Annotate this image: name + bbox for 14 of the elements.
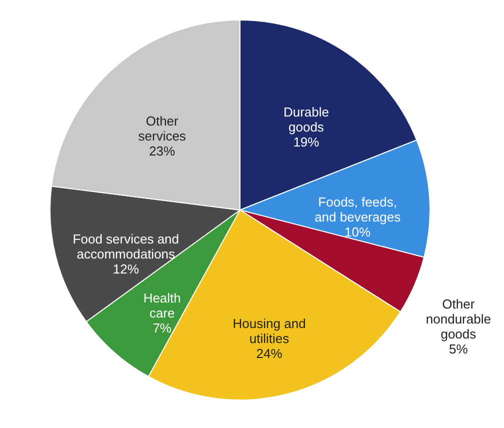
slice-label: Health care [143, 290, 181, 320]
slice-label: Durable goods [283, 104, 329, 135]
slice-label: Food services and accommodations [72, 231, 180, 262]
data-label: 7% [152, 320, 172, 336]
data-label: 10% [344, 224, 372, 240]
data-label: 19% [293, 134, 320, 150]
data-label: 5% [449, 342, 468, 357]
data-label: 12% [112, 261, 140, 276]
slice-label: Housing and utilities [232, 316, 306, 346]
slice-label: Other nondurable goods [426, 296, 491, 342]
data-label: 24% [256, 346, 283, 362]
slice-label: Foods, feeds, and beverages [314, 194, 402, 225]
data-label: 23% [149, 144, 176, 159]
slice-label: Other services [138, 114, 186, 144]
